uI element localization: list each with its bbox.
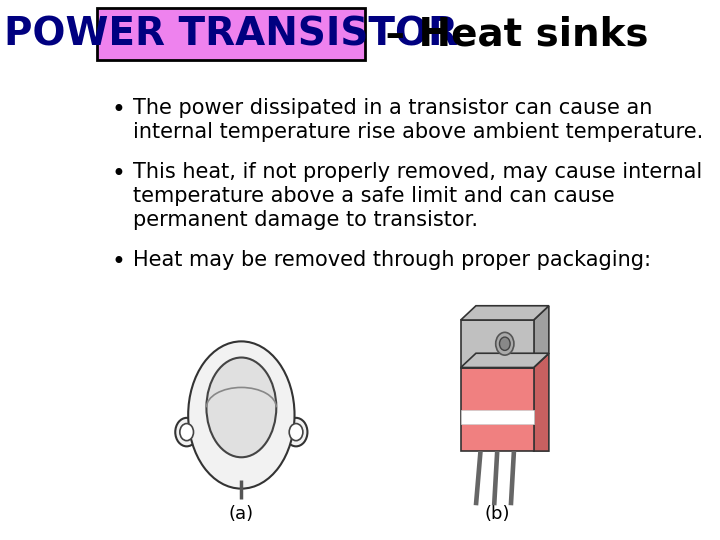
Text: This heat, if not properly removed, may cause internal: This heat, if not properly removed, may … [133, 162, 703, 182]
Circle shape [500, 337, 510, 350]
Text: temperature above a safe limit and can cause: temperature above a safe limit and can c… [133, 186, 615, 206]
Polygon shape [461, 306, 549, 320]
Text: •: • [112, 98, 126, 122]
Text: (b): (b) [485, 505, 510, 523]
Text: •: • [112, 250, 126, 274]
Text: Heat may be removed through proper packaging:: Heat may be removed through proper packa… [133, 250, 652, 270]
Ellipse shape [188, 341, 294, 489]
FancyBboxPatch shape [461, 320, 534, 368]
Circle shape [495, 332, 514, 355]
Text: POWER TRANSISTOR: POWER TRANSISTOR [4, 15, 459, 53]
Text: (a): (a) [229, 505, 254, 523]
Ellipse shape [284, 418, 307, 447]
Text: •: • [112, 162, 126, 186]
FancyBboxPatch shape [461, 368, 534, 451]
Text: internal temperature rise above ambient temperature.: internal temperature rise above ambient … [133, 122, 703, 142]
Text: permanent damage to transistor.: permanent damage to transistor. [133, 210, 478, 230]
Circle shape [289, 423, 303, 441]
Ellipse shape [175, 418, 198, 447]
Text: – Heat sinks: – Heat sinks [372, 15, 648, 53]
FancyBboxPatch shape [461, 410, 534, 423]
Polygon shape [534, 306, 549, 368]
Polygon shape [534, 353, 549, 451]
Circle shape [180, 423, 194, 441]
Text: The power dissipated in a transistor can cause an: The power dissipated in a transistor can… [133, 98, 653, 118]
Ellipse shape [207, 357, 276, 457]
FancyBboxPatch shape [97, 8, 365, 60]
Polygon shape [461, 353, 549, 368]
